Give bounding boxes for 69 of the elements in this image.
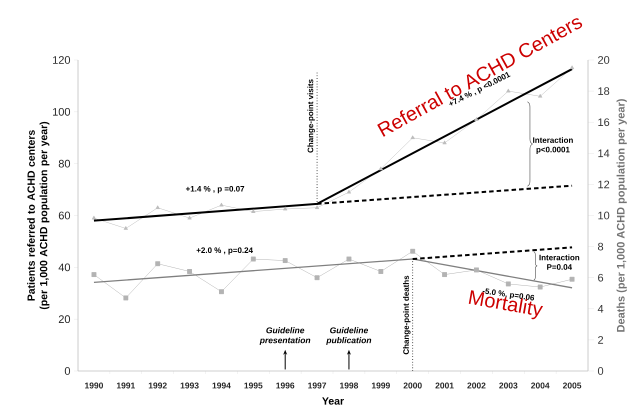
point <box>156 205 160 210</box>
y2-tick-label: 0 <box>598 367 604 375</box>
point <box>346 190 352 194</box>
x-tick-label: 2004 <box>531 382 550 389</box>
y-tick-label: 60 <box>58 212 70 220</box>
y-tick-label: 100 <box>53 108 70 116</box>
x-tick-label: 2002 <box>467 382 486 389</box>
point <box>155 261 160 266</box>
point <box>124 226 128 230</box>
x-tick-label: 2001 <box>435 382 454 389</box>
y2-tick-label: 8 <box>598 242 604 250</box>
annotation: Guideline publication <box>326 327 372 345</box>
point <box>123 295 128 300</box>
point <box>410 248 416 254</box>
y2-tick-label: 10 <box>598 212 610 220</box>
y2-tick-label: 12 <box>598 180 610 188</box>
y-tick-label: 40 <box>58 263 70 272</box>
point <box>92 216 96 220</box>
x-tick-label: 2000 <box>404 382 422 389</box>
x-axis-title: Year <box>322 397 344 405</box>
point <box>506 281 511 286</box>
x-tick-label: 1995 <box>244 382 262 389</box>
x-tick-label: 1994 <box>212 382 231 389</box>
point <box>378 269 384 274</box>
point <box>474 117 479 121</box>
x-tick-label: 2003 <box>499 382 518 389</box>
point <box>314 205 320 210</box>
point <box>538 284 543 290</box>
y2-tick-label: 14 <box>598 150 610 158</box>
point <box>378 166 383 170</box>
x-tick-label: 1990 <box>85 382 104 389</box>
y2-tick-label: 6 <box>598 274 604 282</box>
y-tick-label: 0 <box>64 367 70 375</box>
point <box>283 206 288 210</box>
y-tick-label: 80 <box>58 160 70 168</box>
point <box>570 65 574 70</box>
point <box>314 275 320 280</box>
point <box>474 267 479 272</box>
y2-tick-label: 18 <box>598 87 610 95</box>
y-tick-label: 120 <box>53 56 70 64</box>
x-tick-label: 1997 <box>308 382 326 389</box>
point <box>570 276 575 282</box>
y2-tick-label: 16 <box>598 118 610 126</box>
point <box>538 94 542 98</box>
point <box>91 272 96 278</box>
x-tick-label: 1993 <box>180 382 199 389</box>
point <box>442 140 447 144</box>
point <box>442 272 448 278</box>
point <box>250 256 256 262</box>
point <box>346 256 352 262</box>
x-tick-label: 1992 <box>148 382 167 389</box>
point <box>187 269 192 274</box>
y-axis-title: Patients referred to ACHD centers (per 1,000 ACHD population per year) <box>27 122 50 310</box>
x-tick-label: 1991 <box>116 382 135 389</box>
y2-tick-label: 4 <box>598 305 604 313</box>
point <box>219 202 224 206</box>
point <box>282 258 288 264</box>
y2-tick-label: 20 <box>598 56 610 64</box>
y2-axis-title: Deaths (per 1,000 ACHD population per year) <box>616 99 627 332</box>
y2-tick-label: 2 <box>598 336 604 344</box>
x-tick-label: 1996 <box>276 382 294 389</box>
point <box>218 289 224 294</box>
point <box>251 209 256 213</box>
y-tick-label: 20 <box>58 315 70 324</box>
annotation: Guideline presentation <box>260 327 310 345</box>
point <box>187 216 192 220</box>
x-tick-label: 2005 <box>562 382 582 389</box>
x-tick-label: 1999 <box>372 382 390 389</box>
x-tick-label: 1998 <box>340 382 358 389</box>
